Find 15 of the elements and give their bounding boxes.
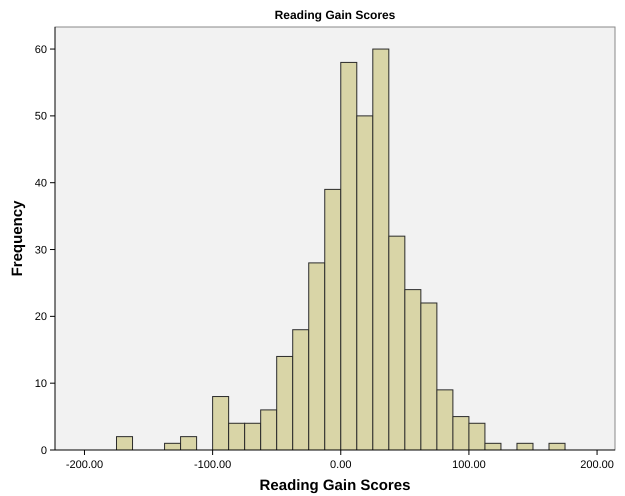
x-tick-label: 200.00 bbox=[580, 459, 614, 471]
y-axis-title: Frequency bbox=[9, 200, 26, 276]
y-tick-label: 0 bbox=[40, 444, 47, 457]
y-tick-label: 60 bbox=[34, 44, 47, 56]
x-tick-label: -200.00 bbox=[66, 459, 104, 471]
y-tick-label: 30 bbox=[34, 244, 47, 256]
chart-title: Reading Gain Scores bbox=[274, 8, 396, 22]
x-tick-label: -100.00 bbox=[194, 459, 232, 471]
x-tick-label: 0.00 bbox=[330, 459, 352, 471]
y-tick-label: 10 bbox=[34, 378, 47, 390]
x-axis-title: Reading Gain Scores bbox=[260, 477, 410, 494]
y-tick-label: 50 bbox=[34, 110, 47, 123]
y-tick-label: 20 bbox=[34, 311, 47, 324]
y-tick-label: 40 bbox=[34, 178, 47, 190]
x-tick-label: 100.00 bbox=[452, 459, 486, 471]
